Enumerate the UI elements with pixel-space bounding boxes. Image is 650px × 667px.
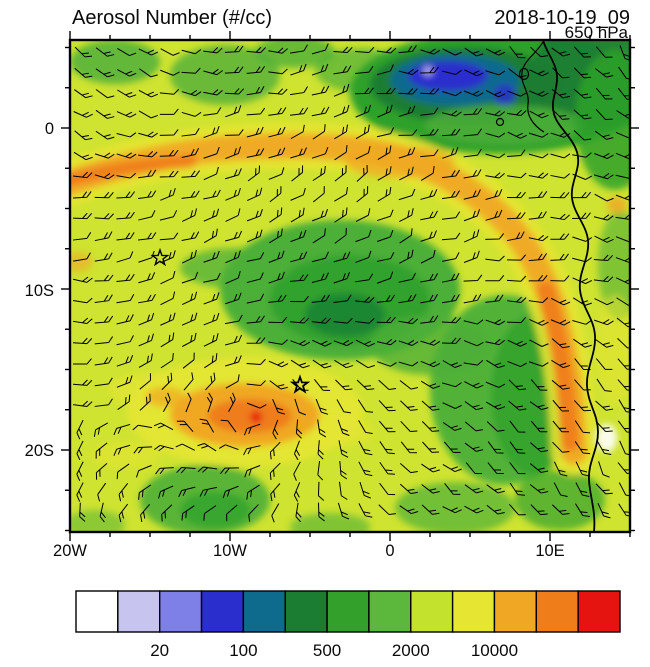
colorbar-box [493,590,538,633]
x-axis-label: 0 [385,542,394,560]
colorbar: 20 100 500 2000 10000 [75,590,621,660]
colorbar-tick-label: 20 [150,641,169,660]
colorbar-box [75,590,119,633]
colorbar-box [535,590,579,633]
x-axis-label: 10E [535,542,564,560]
colorbar-box [326,590,370,633]
star-marker-1 [150,247,170,267]
colorbar-tick-label: 10000 [471,641,518,660]
date-label: 2018-10-19_09 [494,7,630,29]
colorbar-box [577,590,621,633]
pressure-level-label: 650 hPa [565,23,629,42]
star-marker-2 [289,374,311,394]
colorbar-tick-label: 2000 [392,641,430,660]
colorbar-box [200,590,245,633]
colorbar-tick-label: 100 [229,641,257,660]
colorbar-box [284,590,328,633]
axis-labels: 20W 10W 0 10E 0 10S 20S [25,120,565,560]
y-axis-label: 10S [25,282,54,300]
station-markers [150,247,311,394]
lake-marker [518,67,530,81]
clean-air-minimum [408,61,488,91]
map-frame [68,38,632,534]
plume-maximum [250,411,262,423]
y-axis-label: 20S [25,442,54,460]
y-axis-label: 0 [45,120,54,138]
colorbar-box [242,590,286,633]
x-axis-label: 20W [53,542,87,560]
wind-barbs [72,43,630,523]
lake-marker [495,117,505,127]
colorbar-box [158,590,203,633]
colorbar-box [410,590,454,633]
country-border [521,41,545,133]
colorbar-box [117,590,161,633]
x-axis-label: 10W [213,542,247,560]
page-title: Aerosol Number (#/cc) [72,7,272,29]
colorbar-box [368,590,412,633]
colorbar-box [451,590,496,633]
colorbar-tick-label: 500 [313,641,341,660]
